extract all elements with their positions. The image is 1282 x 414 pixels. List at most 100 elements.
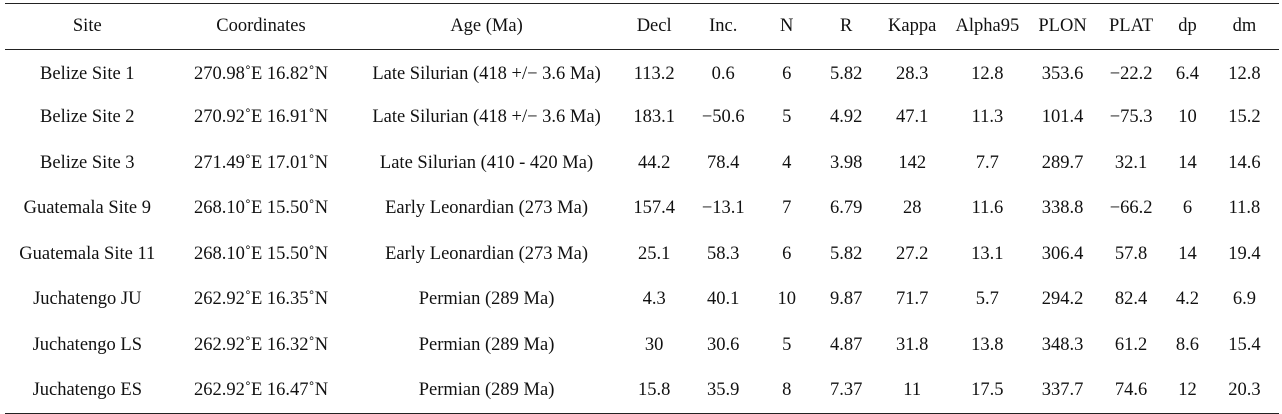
- cell-dm: 6.9: [1232, 289, 1256, 310]
- cell-r: 4.92: [829, 107, 863, 128]
- cell-site: Belize Site 2: [40, 107, 135, 128]
- cell-site: Guatemala Site 11: [19, 243, 156, 264]
- cell-n: 6: [782, 243, 792, 264]
- cell-site: Belize Site 1: [40, 64, 135, 84]
- cell-n: 7: [782, 198, 792, 219]
- cell-kappa: 47.1: [896, 107, 929, 128]
- column-header-n: N: [758, 3, 815, 50]
- cell-inc: 35.9: [687, 368, 759, 414]
- cell-plon: 348.3: [1041, 334, 1084, 355]
- cell-inc: −50.6: [701, 107, 745, 128]
- cell-alpha95: 12.8: [971, 64, 1004, 84]
- cell-alpha95: 7.7: [975, 152, 999, 173]
- cell-r: 5.82: [829, 243, 863, 264]
- cell-age: Early Leonardian (273 Ma): [385, 243, 588, 264]
- cell-age: Early Leonardian (273 Ma): [385, 198, 588, 219]
- cell-dp: 14: [1178, 243, 1197, 264]
- cell-decl: 157.4: [633, 198, 675, 219]
- table-row: Belize Site 1 270.98˚E 16.82˚N Late Siluri…: [5, 50, 1279, 96]
- column-header-coordinates: Coordinates: [169, 3, 353, 50]
- cell-dp: 6: [1182, 198, 1193, 219]
- cell-plon: 101.4: [1041, 107, 1084, 128]
- cell-plon: 294.2: [1041, 289, 1084, 310]
- table-row: Guatemala Site 11 268.10˚E 15.50˚N Early L…: [5, 232, 1279, 278]
- cell-r: 4.87: [829, 334, 863, 355]
- cell-dp: 14: [1178, 152, 1197, 173]
- cell-kappa: 31.8: [896, 334, 929, 355]
- cell-decl: 30: [644, 334, 664, 355]
- cell-plat: −66.2: [1109, 198, 1153, 219]
- cell-n: 5: [782, 107, 792, 128]
- cell-inc: 78.4: [707, 152, 740, 173]
- cell-coordinates: 270.98˚E 16.82˚N: [193, 64, 329, 84]
- cell-kappa: 11: [877, 368, 947, 414]
- cell-site: Juchatengo JU: [33, 289, 142, 310]
- cell-dm: 15.4: [1228, 334, 1261, 355]
- cell-n: 4: [782, 152, 792, 173]
- cell-plon: 338.8: [1041, 198, 1084, 219]
- cell-plon: 289.7: [1041, 152, 1084, 173]
- cell-alpha95: 11.3: [971, 107, 1004, 128]
- cell-decl: 44.2: [637, 152, 671, 173]
- cell-n: 10: [777, 289, 796, 310]
- column-header-inc: Inc.: [687, 3, 759, 50]
- cell-dm: 11.8: [1228, 198, 1261, 219]
- cell-n: 6: [782, 64, 792, 84]
- cell-dp: 8.6: [1175, 334, 1200, 355]
- cell-dm: 14.6: [1228, 152, 1261, 173]
- header-row: Site Coordinates Age (Ma) Decl Inc. N R Kappa Al…: [5, 3, 1279, 50]
- table-header: Site Coordinates Age (Ma) Decl Inc. N R Kappa Al…: [5, 3, 1279, 50]
- cell-plon: 337.7: [1028, 368, 1098, 414]
- cell-site: Juchatengo LS: [32, 334, 142, 355]
- cell-coordinates: 268.10˚E 15.50˚N: [193, 243, 329, 264]
- cell-dp: 4.2: [1175, 289, 1200, 310]
- cell-alpha95: 17.5: [946, 368, 1028, 414]
- cell-r: 6.79: [829, 198, 863, 219]
- cell-plon: 353.6: [1041, 64, 1084, 84]
- cell-site: Guatemala Site 9: [23, 198, 151, 219]
- column-header-plon: PLON: [1028, 3, 1098, 50]
- cell-dm: 15.2: [1228, 107, 1261, 128]
- cell-r: 3.98: [829, 152, 863, 173]
- cell-age: Late Silurian (418 +/− 3.6 Ma): [372, 64, 601, 84]
- table-row: Guatemala Site 9 268.10˚E 15.50˚N Early Le…: [5, 186, 1279, 232]
- column-header-dm: dm: [1209, 3, 1279, 50]
- column-header-r: R: [814, 3, 878, 50]
- table-row: Juchatengo JU 262.92˚E 16.35˚N Permian (28…: [5, 277, 1279, 323]
- cell-n: 8: [758, 368, 815, 414]
- column-header-kappa: Kappa: [877, 3, 947, 50]
- cell-coordinates: 262.92˚E 16.47˚N: [169, 368, 353, 414]
- column-header-decl: Decl: [620, 3, 688, 50]
- cell-kappa: 71.7: [896, 289, 929, 310]
- cell-coordinates: 268.10˚E 15.50˚N: [193, 198, 329, 219]
- cell-decl: 15.8: [620, 368, 688, 414]
- cell-r: 5.82: [829, 64, 863, 84]
- cell-dp: 12: [1165, 368, 1210, 414]
- cell-plat: 57.8: [1114, 243, 1148, 264]
- cell-dp: 10: [1178, 107, 1197, 128]
- cell-dp: 6.4: [1175, 64, 1200, 84]
- cell-kappa: 28: [902, 198, 922, 219]
- cell-inc: 30.6: [707, 334, 740, 355]
- cell-kappa: 27.2: [896, 243, 929, 264]
- cell-inc: −13.1: [701, 198, 745, 219]
- paleomagnetic-data-table-container: Site Coordinates Age (Ma) Decl Inc. N R Kappa Al…: [5, 3, 1279, 414]
- paleomagnetic-data-table: Site Coordinates Age (Ma) Decl Inc. N R Kappa Al…: [5, 3, 1279, 414]
- cell-coordinates: 262.92˚E 16.35˚N: [193, 289, 329, 310]
- cell-dm: 20.3: [1209, 368, 1279, 414]
- cell-plat: 74.6: [1097, 368, 1166, 414]
- cell-plat: 82.4: [1114, 289, 1148, 310]
- cell-kappa: 142: [898, 152, 927, 173]
- cell-coordinates: 262.92˚E 16.32˚N: [193, 334, 329, 355]
- cell-site: Belize Site 3: [40, 152, 135, 173]
- cell-age: Late Silurian (410 - 420 Ma): [379, 152, 594, 173]
- cell-age: Permian (289 Ma): [418, 289, 555, 310]
- cell-inc: 0.6: [711, 64, 735, 84]
- cell-dm: 19.4: [1228, 243, 1261, 264]
- cell-dm: 12.8: [1228, 64, 1261, 84]
- cell-alpha95: 13.1: [971, 243, 1004, 264]
- cell-kappa: 28.3: [896, 64, 929, 84]
- cell-r: 7.37: [814, 368, 878, 414]
- table-row: Juchatengo ES 262.92˚E 16.47˚N Permian (28…: [5, 368, 1279, 414]
- cell-site: Juchatengo ES: [5, 368, 170, 414]
